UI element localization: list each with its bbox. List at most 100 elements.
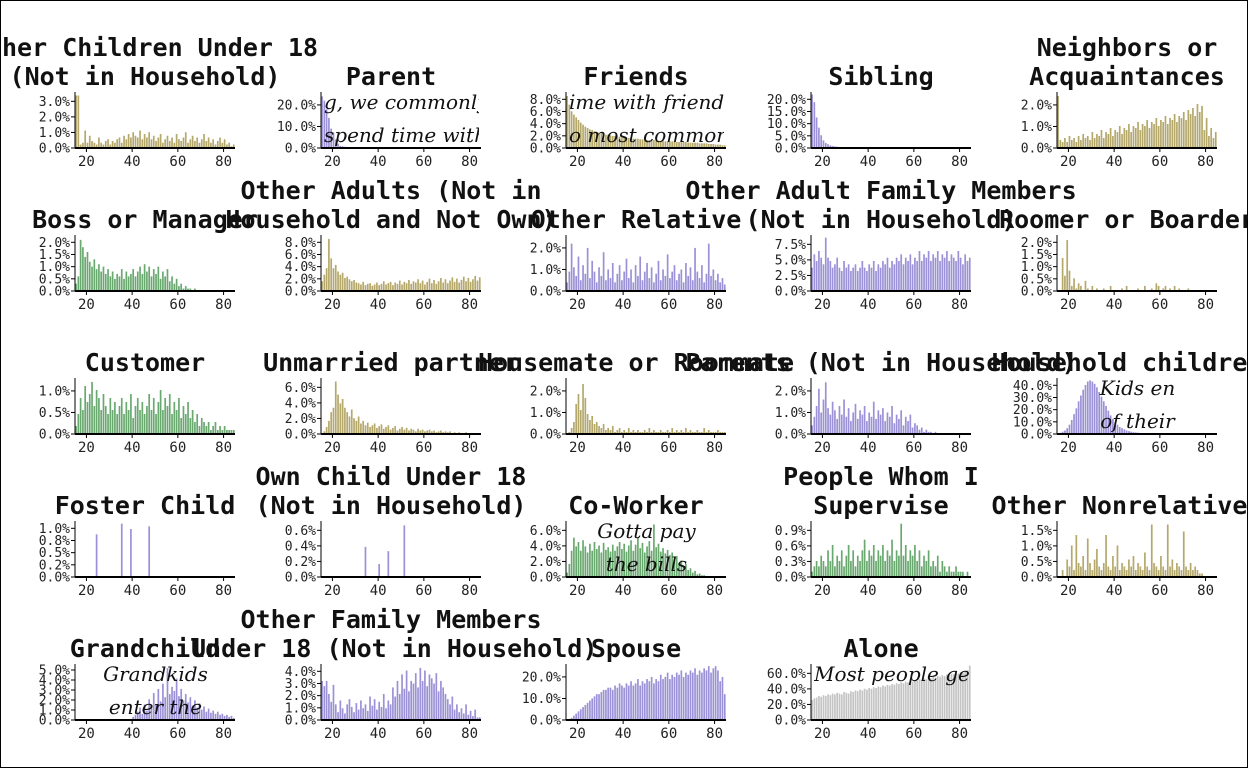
x-tick-label: 60	[415, 726, 432, 742]
x-tick-label: 40	[370, 297, 387, 313]
bar	[879, 147, 882, 148]
bar	[691, 672, 694, 720]
bar	[353, 279, 355, 291]
y-tick-label: 15.0%	[767, 105, 806, 120]
bar	[392, 687, 394, 720]
bar	[323, 431, 326, 435]
bar	[205, 141, 208, 148]
bar	[632, 282, 635, 291]
bar	[845, 147, 848, 148]
bar	[719, 282, 722, 291]
bar	[717, 670, 719, 720]
bar	[875, 561, 877, 577]
bar	[332, 407, 335, 434]
bar	[866, 421, 868, 434]
bar	[82, 410, 84, 434]
x-tick-label: 60	[905, 297, 922, 313]
bar	[827, 408, 829, 434]
bar	[609, 278, 612, 291]
bar	[666, 254, 669, 291]
bar	[136, 271, 139, 291]
bar	[627, 278, 630, 291]
bar	[1164, 285, 1167, 291]
bar	[114, 142, 116, 148]
bar	[321, 680, 323, 720]
bar	[1100, 130, 1103, 148]
x-tick-label: 40	[370, 154, 387, 170]
x-tick-label: 20	[814, 154, 831, 170]
bar	[366, 710, 369, 720]
bar	[927, 251, 930, 291]
bar	[1093, 138, 1096, 148]
bar	[1061, 257, 1064, 291]
bar	[152, 398, 155, 434]
bar	[417, 687, 419, 720]
bar	[717, 430, 719, 434]
y-tick-label: 2.0%	[39, 694, 70, 709]
x-tick-label: 60	[905, 583, 922, 599]
bar	[196, 414, 199, 434]
bar	[634, 265, 637, 291]
bar	[1077, 136, 1080, 148]
bar	[621, 432, 623, 434]
bar	[214, 144, 217, 148]
bar	[1128, 559, 1130, 577]
x-tick-label: 20	[569, 297, 586, 313]
bar	[1137, 122, 1139, 148]
y-tick-label: 1.5%	[1021, 248, 1052, 263]
bar	[939, 261, 941, 291]
bar	[827, 550, 829, 577]
bar	[847, 408, 850, 434]
bar	[717, 273, 719, 291]
bar	[200, 139, 203, 148]
y-tick-label: 1.0%	[285, 701, 316, 716]
y-tick-label: 2.0%	[39, 110, 70, 125]
y-tick-label: 1.5%	[1021, 524, 1052, 539]
bar	[1086, 288, 1089, 291]
bar	[1169, 288, 1171, 291]
bar	[820, 257, 823, 291]
x-tick-label: 40	[860, 440, 877, 456]
bar	[598, 267, 600, 291]
bar	[95, 269, 98, 291]
x-tick-label: 60	[169, 154, 186, 170]
bar	[203, 134, 205, 148]
bar	[337, 712, 339, 720]
bar	[877, 550, 880, 577]
bar	[694, 668, 696, 720]
x-tick-label: 80	[461, 297, 478, 313]
bar	[909, 414, 912, 434]
bar	[847, 545, 850, 577]
bar	[130, 529, 132, 577]
y-tick-label: 6.0%	[285, 248, 316, 263]
bar	[637, 275, 639, 291]
bar	[328, 238, 330, 291]
x-tick-label: 60	[1151, 154, 1168, 170]
bar	[1132, 126, 1135, 148]
y-tick-label: 3.0%	[39, 95, 70, 110]
bar	[662, 432, 664, 434]
bar	[373, 423, 376, 434]
bar	[703, 428, 706, 434]
bar	[408, 279, 410, 291]
bar	[1091, 285, 1094, 291]
bar	[88, 135, 91, 148]
panel-annotation: g, we commonly spend time with	[324, 90, 479, 146]
bar	[325, 680, 328, 720]
bar	[344, 713, 346, 720]
bar	[1214, 132, 1217, 148]
bar	[398, 693, 401, 720]
y-tick-label: 0.0%	[775, 428, 806, 443]
bar	[1075, 288, 1078, 291]
bar	[584, 273, 587, 291]
panel-title: Grandchild	[69, 634, 221, 663]
bar	[1141, 433, 1144, 434]
bar	[430, 678, 433, 720]
x-tick-label: 80	[461, 154, 478, 170]
bar	[914, 257, 916, 291]
panel-title: Other Family Members Under 18 (Not in Ho…	[191, 605, 598, 663]
bar	[1194, 116, 1197, 148]
bar	[1116, 545, 1119, 577]
x-tick-label: 40	[124, 726, 141, 742]
bar	[141, 139, 144, 148]
